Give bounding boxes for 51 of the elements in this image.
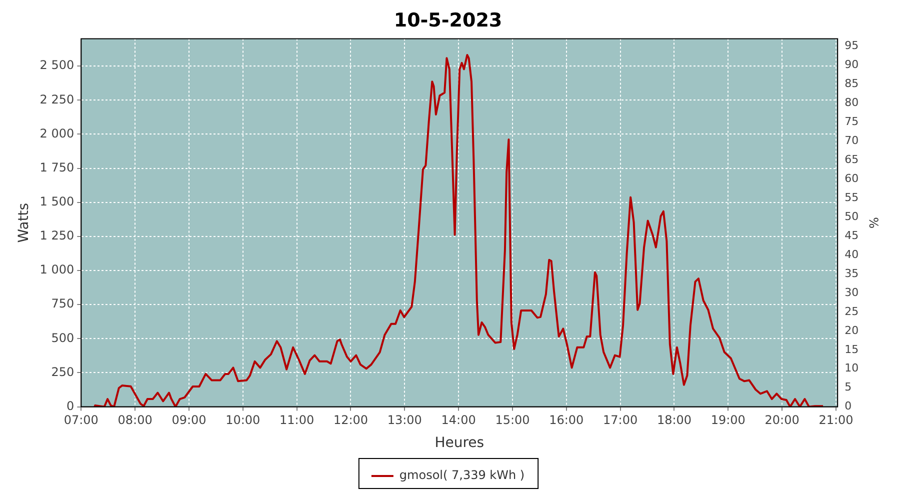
x-tick-label: 10:00: [226, 413, 260, 428]
x-tick-label: 13:00: [387, 413, 422, 428]
y-tick-label: 0: [66, 398, 74, 413]
y2-tick-label: 60: [844, 172, 859, 186]
y2-tick-label: 80: [844, 96, 859, 110]
x-tick-label: 11:00: [280, 413, 314, 428]
y2-tick-label: 25: [844, 304, 859, 318]
x-tick-label: 21:00: [818, 413, 854, 428]
x-tick-label: 18:00: [656, 413, 692, 428]
x-tick-label: 08:00: [118, 413, 152, 428]
y2-tick-label: 90: [844, 58, 859, 72]
y-tick-label: 1 250: [40, 228, 74, 243]
y-tick-label: 750: [51, 296, 74, 311]
y2-tick-label: 30: [844, 286, 859, 299]
y2-tick-label: 15: [844, 342, 859, 356]
y2-tick-label: 95: [844, 39, 859, 52]
x-tick-label: 07:00: [64, 413, 98, 428]
y2-tick-label: 70: [844, 134, 859, 148]
y2-tick-label: 0: [844, 400, 852, 413]
y2-tick-label: 65: [844, 153, 859, 166]
x-axis-title: Heures: [434, 435, 484, 452]
y-axis-title: Watts: [16, 202, 32, 243]
y2-axis-title: %: [866, 217, 881, 229]
y-tick-label: 1 500: [40, 194, 74, 208]
y-tick-label: 2 250: [40, 92, 74, 106]
y2-tick-label: 35: [844, 266, 859, 280]
y2-tick-label: 50: [844, 210, 859, 223]
x-tick-label: 19:00: [710, 413, 746, 428]
y-tick-label: 500: [51, 330, 74, 345]
x-tick-label: 17:00: [603, 413, 638, 428]
chart-title: 10-5-2023: [394, 9, 502, 32]
legend-label: gmosol( 7,339 kWh ): [399, 468, 525, 482]
y2-tick-label: 75: [844, 115, 859, 128]
y2-tick-label: 85: [844, 77, 859, 90]
y-tick-label: 2 000: [40, 126, 74, 140]
y-tick-label: 1 000: [40, 262, 74, 277]
x-tick-label: 09:00: [172, 413, 206, 428]
y2-tick-label: 10: [844, 362, 859, 375]
y2-tick-label: 5: [844, 380, 852, 394]
y2-tick-label: 20: [844, 324, 859, 337]
x-tick-label: 16:00: [549, 413, 584, 428]
y-tick-label: 2 500: [40, 58, 74, 72]
x-tick-label: 12:00: [333, 413, 368, 428]
y-tick-label: 1 750: [40, 160, 74, 174]
x-tick-label: 15:00: [495, 413, 530, 428]
x-tick-label: 14:00: [441, 413, 476, 428]
x-tick-label: 20:00: [764, 413, 800, 428]
y-tick-label: 250: [51, 364, 74, 379]
y2-tick-label: 55: [844, 191, 859, 204]
y2-tick-label: 40: [844, 248, 859, 261]
y2-tick-label: 45: [844, 228, 859, 242]
